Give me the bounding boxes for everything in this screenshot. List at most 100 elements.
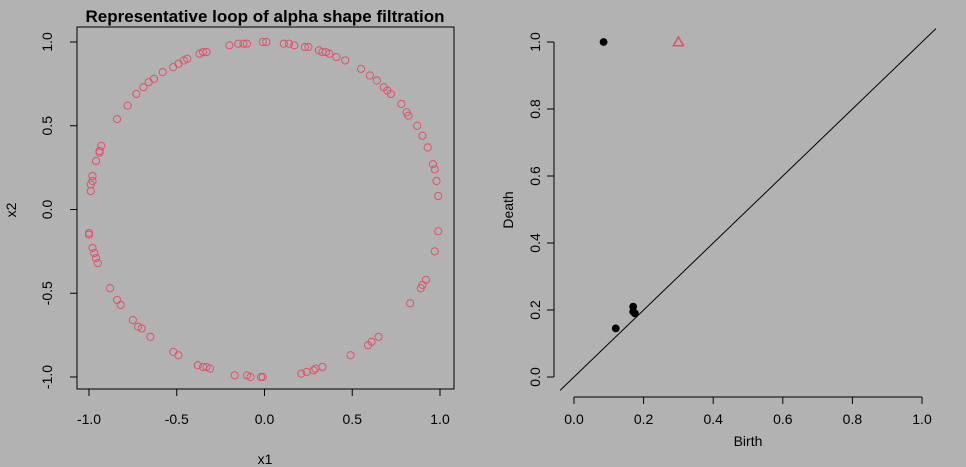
left-points-layer (84, 37, 443, 382)
data-point (239, 39, 248, 48)
data-point (423, 143, 432, 152)
left-x-tick-label: 0.0 (255, 411, 275, 427)
data-point (256, 372, 266, 382)
persistence-point-triangle (672, 35, 685, 47)
data-point (88, 243, 97, 253)
data-point (174, 351, 183, 360)
right-x-tick-label: 0.0 (564, 411, 584, 427)
left-plot-panel: Representative loop of alpha shape filtr… (3, 7, 455, 467)
left-y-tick-label: 0.5 (39, 116, 55, 136)
data-point (116, 300, 125, 310)
data-point (202, 47, 211, 57)
right-y-tick-label: 0.8 (527, 99, 543, 119)
data-point (86, 186, 95, 196)
data-point (290, 41, 299, 50)
data-point (128, 315, 137, 325)
data-point (132, 89, 141, 99)
data-point (158, 68, 167, 77)
data-point (112, 114, 122, 124)
right-y-tick-label: 0.0 (527, 367, 543, 387)
left-x-tick-label: 0.5 (343, 411, 363, 427)
data-point (169, 63, 178, 72)
right-y-axis-label: Death (500, 191, 516, 228)
left-x-tick-label: -0.5 (165, 411, 189, 427)
data-point (242, 371, 252, 380)
data-point (95, 148, 104, 157)
right-y-tick-label: 0.6 (527, 166, 543, 186)
data-point (90, 248, 99, 258)
data-point (372, 76, 381, 85)
persistence-point (611, 324, 620, 333)
data-point (341, 56, 350, 65)
data-point (242, 39, 252, 48)
left-x-tick-label: 1.0 (430, 411, 450, 427)
right-y-tick-label: 0.2 (527, 300, 543, 320)
data-point (202, 362, 211, 372)
left-y-tick-label: 1.0 (39, 32, 55, 52)
data-point (386, 89, 395, 99)
persistence-point (599, 38, 608, 46)
data-point (91, 156, 101, 166)
data-point (434, 227, 443, 236)
data-point (198, 47, 208, 57)
data-point (198, 362, 208, 372)
data-point (311, 364, 320, 373)
data-point (318, 362, 327, 372)
data-point (93, 259, 102, 268)
left-y-tick-label: 0.0 (39, 200, 55, 220)
data-point (262, 37, 271, 47)
persistence-point (631, 309, 639, 318)
data-point (134, 322, 143, 331)
data-point (416, 284, 425, 293)
data-point (374, 332, 383, 341)
left-y-tick-label: -0.5 (39, 281, 55, 305)
right-y-tick-label: 0.4 (527, 233, 543, 253)
right-x-axis-label: Birth (734, 433, 763, 449)
right-plot-panel: 0.0 0.2 0.4 0.6 0.8 1.0 0.0 0.2 0.4 0.6 0.8 1.0 Bi… (500, 28, 937, 449)
data-point (112, 295, 122, 305)
data-point (302, 367, 311, 377)
diagonal-line (559, 28, 937, 391)
data-point (139, 83, 148, 92)
data-point (105, 284, 115, 293)
data-point (234, 39, 243, 48)
left-y-axis-label: x2 (3, 202, 19, 217)
data-point (363, 341, 373, 350)
right-points-layer (599, 35, 685, 333)
right-y-tick-label: 1.0 (527, 32, 543, 52)
data-point (84, 230, 94, 239)
left-y-axis: -1.0 -0.5 0.0 0.5 1.0 (39, 32, 77, 389)
data-point (421, 275, 431, 284)
right-y-axis: 0.0 0.2 0.4 0.6 0.8 1.0 (527, 32, 555, 387)
data-point (428, 160, 438, 169)
data-point (284, 39, 294, 48)
right-x-tick-label: 0.6 (773, 411, 793, 427)
data-point (95, 146, 104, 155)
data-point (174, 59, 183, 68)
data-point (149, 74, 159, 83)
right-x-tick-label: 0.4 (703, 411, 723, 427)
right-x-tick-label: 0.8 (843, 411, 863, 427)
data-point (91, 253, 101, 263)
data-point (325, 49, 334, 58)
data-point (404, 111, 413, 120)
data-point (297, 369, 306, 378)
data-point (432, 176, 441, 186)
data-point (430, 165, 439, 174)
data-point (88, 171, 97, 181)
right-x-axis: 0.0 0.2 0.4 0.6 0.8 1.0 (564, 396, 932, 427)
data-point (418, 131, 427, 140)
data-point (97, 141, 106, 150)
data-point (258, 372, 267, 382)
data-point (430, 247, 439, 256)
data-point (144, 78, 153, 87)
right-x-tick-label: 1.0 (912, 411, 932, 427)
left-plot-title: Representative loop of alpha shape filtr… (86, 7, 445, 26)
data-point (230, 371, 239, 380)
left-y-tick-label: -1.0 (39, 365, 55, 389)
data-point (300, 42, 309, 52)
left-x-tick-label: -1.0 (77, 411, 101, 427)
data-point (88, 176, 97, 186)
